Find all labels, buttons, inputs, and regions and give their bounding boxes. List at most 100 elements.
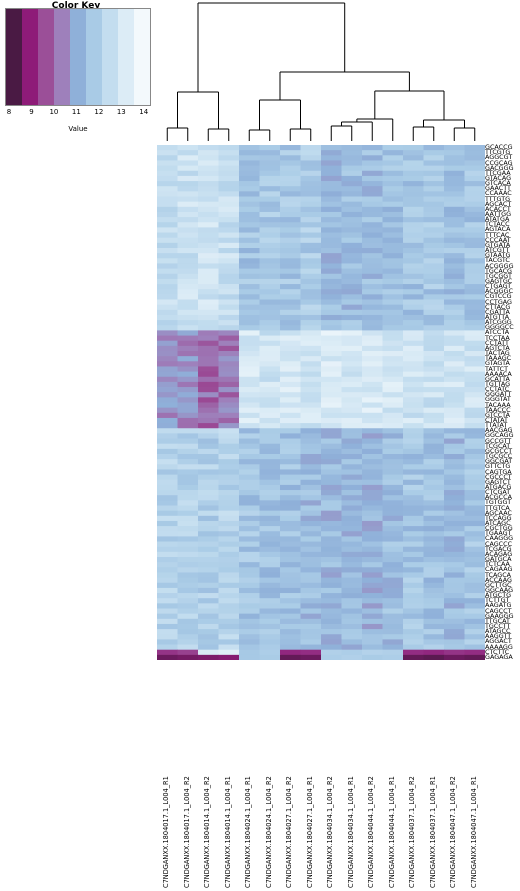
heatmap-cell (259, 541, 281, 548)
heatmap-cell (157, 211, 178, 218)
heatmap-cell (423, 536, 445, 542)
heatmap-cell (259, 376, 281, 383)
heatmap-cell (280, 371, 301, 378)
heatmap-cell (423, 248, 445, 254)
heatmap-cell (177, 649, 199, 656)
heatmap-cell (362, 227, 383, 233)
heatmap-cell (198, 392, 219, 398)
heatmap-cell (362, 448, 383, 455)
heatmap-cell (259, 469, 281, 475)
row-label: GGCGAT (485, 457, 513, 466)
heatmap-cell (157, 145, 178, 151)
heatmap-cell (157, 433, 178, 439)
heatmap-cell (423, 608, 445, 615)
row-label: CAGCCT (485, 606, 512, 615)
heatmap-cell (464, 242, 485, 249)
column-label: C7NDGANXX.1804047.1_L004_R1 (469, 776, 478, 888)
heatmap-cell (464, 464, 485, 470)
heatmap-cell (300, 495, 322, 501)
heatmap-cell (464, 593, 485, 599)
heatmap-cell (300, 649, 322, 656)
row-label: ATCGTT (485, 246, 510, 255)
heatmap-cell (259, 345, 281, 352)
heatmap-cell (382, 371, 404, 378)
heatmap-cell (321, 603, 342, 609)
heatmap-cell (321, 567, 342, 573)
heatmap-cell (423, 654, 445, 660)
heatmap-cell (239, 253, 260, 259)
heatmap-cell (198, 330, 219, 336)
heatmap-cell (341, 253, 363, 259)
heatmap-cell (382, 634, 404, 640)
heatmap-cell (403, 248, 424, 254)
heatmap-cell (444, 623, 465, 630)
heatmap-cell (300, 278, 322, 285)
heatmap-cell (362, 335, 383, 342)
row-label: ACGGGC (485, 287, 514, 296)
heatmap-cell (280, 541, 301, 548)
heatmap-cell (239, 361, 260, 367)
heatmap-cell (444, 248, 465, 254)
heatmap-cell (464, 309, 485, 316)
heatmap-cell (300, 361, 322, 367)
heatmap-cell (198, 232, 219, 239)
heatmap-cell (341, 613, 363, 620)
row-label: CTTACG (485, 302, 511, 311)
heatmap-cell (259, 232, 281, 239)
heatmap-cell (341, 381, 363, 388)
heatmap-cell (444, 242, 465, 249)
heatmap-cell (177, 587, 199, 594)
heatmap-cell (444, 361, 465, 367)
heatmap-cell (321, 309, 342, 316)
heatmap-cell (177, 639, 199, 645)
heatmap-cell (423, 237, 445, 244)
heatmap-cell (280, 387, 301, 393)
heatmap-cell (362, 381, 383, 388)
heatmap-cell (177, 206, 199, 213)
heatmap-cell (403, 531, 424, 537)
heatmap-cell (218, 520, 240, 527)
heatmap-cell (403, 217, 424, 223)
heatmap-cell (403, 464, 424, 470)
heatmap-cell (259, 546, 281, 553)
heatmap-cell (444, 402, 465, 409)
heatmap-cell (259, 335, 281, 342)
heatmap-cell (341, 397, 363, 403)
heatmap-cell (259, 448, 281, 455)
heatmap-cell (300, 366, 322, 372)
heatmap-cell (218, 330, 240, 336)
heatmap-cell (259, 278, 281, 285)
heatmap-cell (382, 557, 404, 563)
heatmap-cell (321, 582, 342, 589)
heatmap-cell (157, 186, 178, 192)
heatmap-cell (341, 145, 363, 151)
heatmap-cell (198, 412, 219, 419)
heatmap-cell (464, 639, 485, 645)
heatmap-cell (341, 217, 363, 223)
heatmap-cell (259, 634, 281, 640)
heatmap-cell (218, 515, 240, 522)
heatmap-cell (362, 242, 383, 249)
heatmap-cell (362, 423, 383, 429)
heatmap-cell (321, 191, 342, 197)
heatmap-cell (239, 593, 260, 599)
heatmap-cell (444, 387, 465, 393)
heatmap-cell (362, 469, 383, 475)
heatmap-cell (177, 443, 199, 450)
heatmap-cell (300, 294, 322, 300)
heatmap-cell (157, 505, 178, 512)
row-label: ATGACG (485, 482, 512, 491)
heatmap-cell (382, 299, 404, 306)
heatmap-cell (403, 639, 424, 645)
row-label: TGTTAG (485, 379, 511, 388)
row-label: AAAAGG (485, 642, 513, 651)
heatmap-cell (423, 515, 445, 522)
heatmap-cell (382, 469, 404, 475)
heatmap-cell (157, 397, 178, 403)
heatmap-cell (321, 490, 342, 496)
heatmap-cell (464, 299, 485, 306)
heatmap-cell (403, 644, 424, 651)
heatmap-cell (280, 170, 301, 177)
heatmap-cell (341, 309, 363, 316)
heatmap-cell (444, 201, 465, 208)
